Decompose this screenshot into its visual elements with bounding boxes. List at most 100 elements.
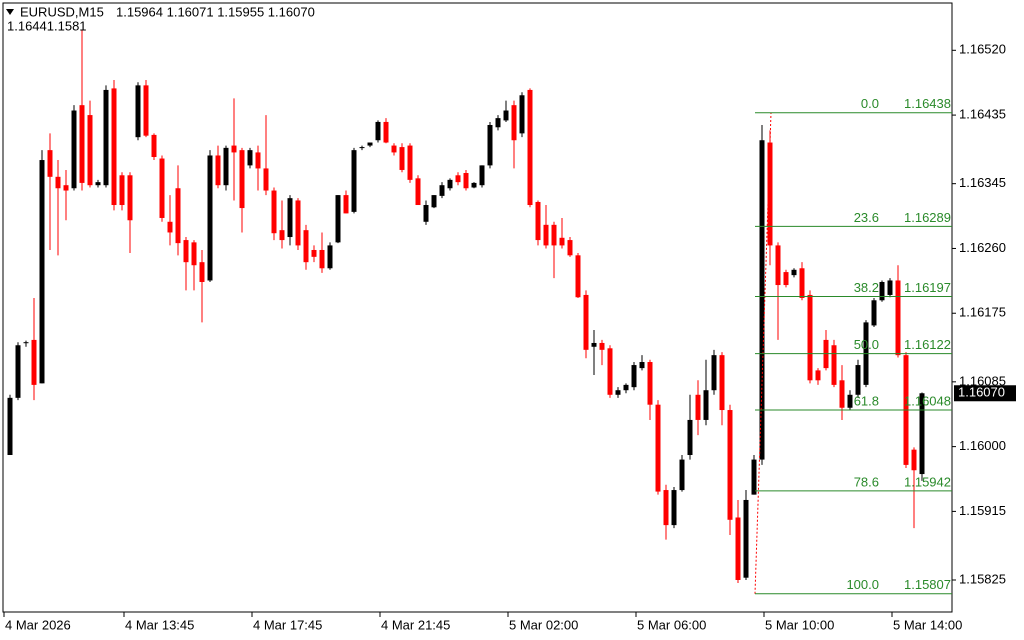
candle-body [63, 185, 69, 191]
candle-body [327, 245, 333, 269]
y-tick-label: 1.16520 [959, 42, 1006, 57]
fib-level: 23.6 [854, 210, 879, 225]
candle-body [591, 342, 597, 347]
candle-body [551, 224, 557, 246]
candle-body [527, 89, 533, 206]
candle-body [895, 280, 901, 356]
candle-body [695, 394, 701, 420]
candle-body [623, 384, 629, 391]
candle-body [343, 195, 349, 214]
candle-body [783, 272, 789, 286]
fib-price: 1.16197 [904, 280, 951, 295]
candle-body [247, 150, 253, 166]
fib-level: 50.0 [854, 337, 879, 352]
candle-body [87, 115, 93, 186]
candle-body [607, 348, 613, 395]
candle-body [55, 176, 61, 189]
candle-body [871, 300, 877, 326]
candle-body [159, 158, 165, 218]
candle-body [135, 85, 141, 138]
fib-price: 1.15807 [904, 577, 951, 592]
x-tick-label: 4 Mar 13:45 [125, 617, 194, 632]
y-tick-label: 1.15915 [959, 503, 1006, 518]
y-tick-label: 1.16085 [959, 373, 1006, 388]
candle-body [767, 142, 773, 246]
candle-body [183, 240, 189, 263]
candle-body [559, 237, 565, 246]
candle-body [455, 175, 461, 183]
candle-body [71, 110, 77, 189]
candle-body [887, 280, 893, 295]
candle-body [255, 152, 261, 169]
candle-body [119, 175, 125, 206]
candle-body [575, 255, 581, 298]
candle-body [15, 345, 21, 398]
symbol: EURUSD,M15 [20, 4, 104, 19]
y-tick-label: 1.15825 [959, 571, 1006, 586]
candle-body [415, 178, 421, 206]
candle-body [479, 165, 485, 186]
fib-price: 1.15942 [904, 474, 951, 489]
x-tick-label: 5 Mar 06:00 [637, 617, 706, 632]
candle-body [103, 89, 109, 186]
fib-price: 1.16289 [904, 210, 951, 225]
price-tag [954, 385, 1016, 402]
candle-body [31, 339, 37, 385]
candle-body [199, 262, 205, 282]
candle-body [663, 490, 669, 526]
x-tick-label: 4 Mar 21:45 [381, 617, 450, 632]
fib-level: 100.0 [846, 577, 879, 592]
candle-body [271, 190, 277, 234]
candle-body [711, 355, 717, 391]
subheader: 1.16441.1581 [7, 18, 87, 33]
candle-body [367, 142, 373, 146]
candle-body [775, 245, 781, 286]
candle-body [751, 459, 757, 495]
candle-body [671, 490, 677, 526]
fib-price: 1.16048 [904, 393, 951, 408]
candle-body [855, 365, 861, 395]
plot-frame [2, 2, 953, 613]
fib-price: 1.16122 [904, 337, 951, 352]
candle-body [407, 145, 413, 180]
candle-body [439, 185, 445, 196]
candle-body [375, 121, 381, 141]
candle-body [351, 150, 357, 212]
x-tick-label: 5 Mar 10:00 [765, 617, 834, 632]
candle-body [263, 168, 269, 191]
x-tick-label: 5 Mar 14:00 [893, 617, 962, 632]
candle-body [231, 145, 237, 153]
fib-level: 78.6 [854, 474, 879, 489]
candle-body [631, 365, 637, 388]
candle-body [151, 134, 157, 158]
candle-body [311, 249, 317, 257]
candle-body [335, 195, 341, 243]
y-tick-label: 1.16175 [959, 305, 1006, 320]
candle-body [639, 362, 645, 369]
candle-body [503, 110, 509, 121]
candle-body [831, 345, 837, 385]
candle-body [567, 240, 573, 256]
fib-level: 38.2 [854, 280, 879, 295]
candle-body [175, 188, 181, 244]
candle-body [743, 499, 749, 578]
candle-body [207, 155, 213, 281]
candle-body [655, 404, 661, 492]
candle-body [23, 342, 29, 344]
fib-level: 61.8 [854, 393, 879, 408]
candle-body [519, 95, 525, 134]
fib-price: 1.16438 [904, 96, 951, 111]
candle-body [127, 175, 133, 221]
candle-body [239, 150, 245, 209]
y-tick-label: 1.16435 [959, 107, 1006, 122]
candle-body [495, 118, 501, 128]
candle-body [79, 105, 85, 183]
y-tick-label: 1.16345 [959, 175, 1006, 190]
candle-body [535, 201, 541, 241]
candle-body [39, 160, 45, 384]
candle-body [287, 198, 293, 238]
candle-body [191, 242, 197, 266]
candle-body [359, 147, 365, 149]
candle-body [215, 155, 221, 186]
y-tick-label: 1.16260 [959, 240, 1006, 255]
